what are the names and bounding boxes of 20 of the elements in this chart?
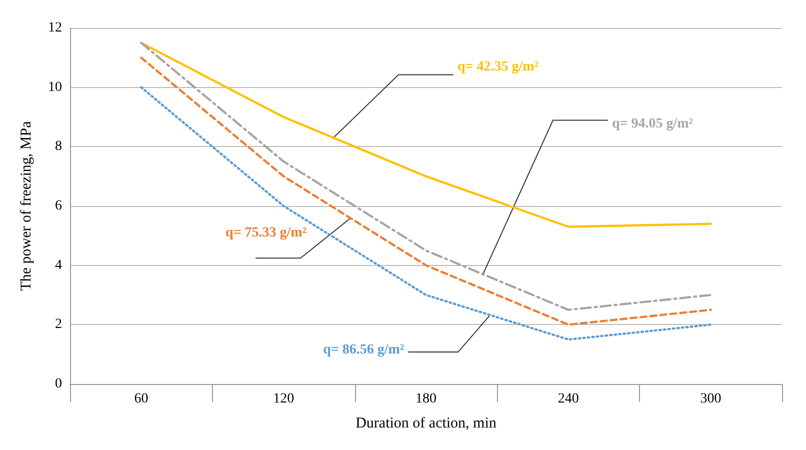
x-tick-label: 120: [273, 392, 294, 406]
x-tick-label: 300: [700, 392, 722, 406]
y-tick-label: 4: [55, 258, 62, 273]
y-tick-label: 10: [48, 80, 62, 95]
text: q= 86.56 g/m²: [323, 342, 404, 358]
line-series: [140, 42, 712, 228]
text: q= 42.35 g/m²: [457, 59, 538, 74]
line-series: [140, 86, 712, 341]
y-axis-title: The power of freezing, MPa: [18, 120, 34, 291]
x-tick-label: 60: [134, 392, 148, 406]
y-tick-label: 6: [55, 198, 62, 214]
y-tick-label: 12: [48, 20, 62, 36]
x-tick-label: 240: [558, 392, 579, 406]
y-tick-label: 8: [55, 139, 62, 154]
y-tick-label: 2: [55, 317, 62, 332]
text: q= 94.05 g/m²: [612, 116, 693, 132]
y-tick-label: 0: [55, 376, 62, 392]
text: q= 75.33 g/m²: [226, 226, 307, 241]
x-axis-title: Duration of action, min: [356, 416, 497, 432]
x-tick-label: 180: [416, 392, 436, 406]
